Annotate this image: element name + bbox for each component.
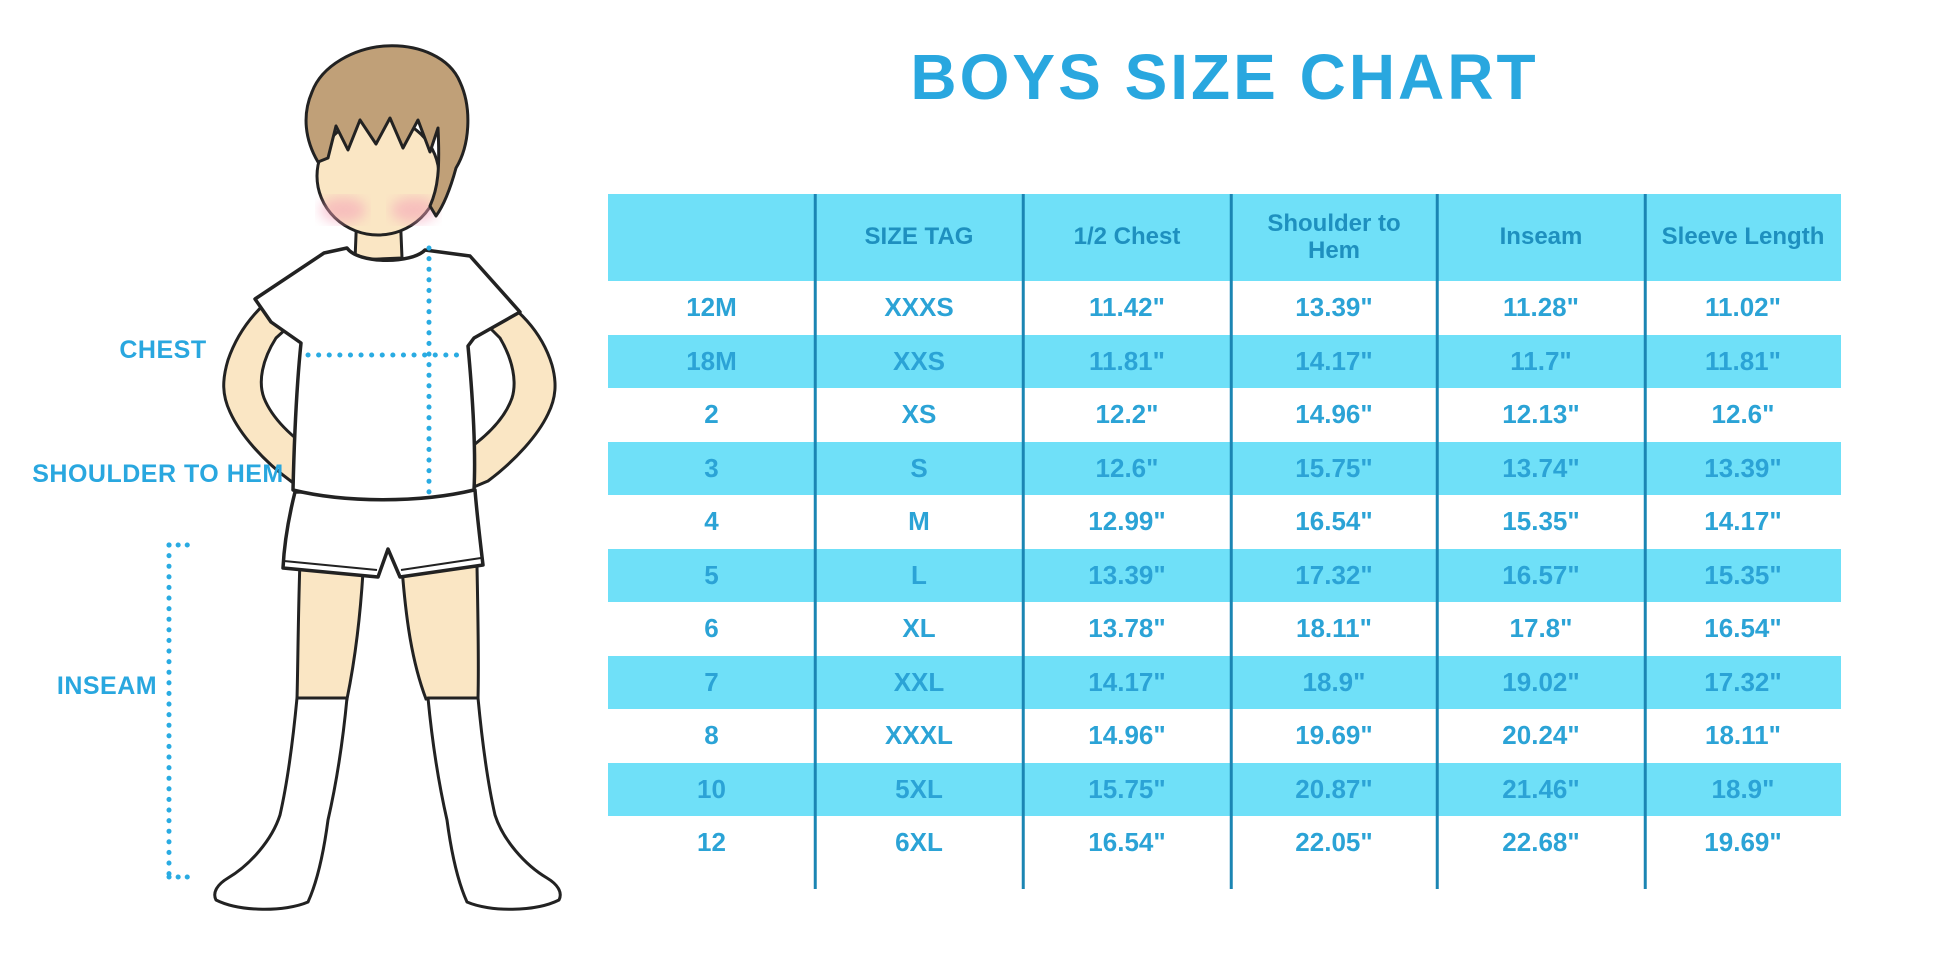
- size-cell: 18M: [608, 334, 815, 388]
- value-cell: 19.69": [1231, 709, 1437, 763]
- value-cell: 12.2": [1023, 388, 1231, 442]
- size-cell: 6: [608, 602, 815, 656]
- value-cell: 5XL: [815, 762, 1023, 816]
- value-cell: 16.57": [1437, 548, 1645, 602]
- column-divider: [1021, 194, 1025, 889]
- boy-left-sock: [213, 696, 349, 911]
- size-cell: 8: [608, 709, 815, 763]
- value-cell: 18.11": [1645, 709, 1841, 763]
- value-cell: 14.96": [1231, 388, 1437, 442]
- size-cell: 2: [608, 388, 815, 442]
- value-cell: 17.8": [1437, 602, 1645, 656]
- value-cell: 19.69": [1645, 816, 1841, 870]
- boy-shirt: [253, 246, 522, 502]
- value-cell: 13.39": [1645, 441, 1841, 495]
- value-cell: XXS: [815, 334, 1023, 388]
- value-cell: 19.02": [1437, 655, 1645, 709]
- boy-illustration: [166, 44, 562, 911]
- value-cell: 22.68": [1437, 816, 1645, 870]
- value-cell: 16.54": [1023, 816, 1231, 870]
- value-cell: 15.75": [1231, 441, 1437, 495]
- boy-left-leg: [295, 558, 365, 701]
- value-cell: 20.24": [1437, 709, 1645, 763]
- value-cell: 11.7": [1437, 334, 1645, 388]
- value-cell: 18.11": [1231, 602, 1437, 656]
- header-cell-blank: [608, 194, 815, 281]
- value-cell: 15.35": [1437, 495, 1645, 549]
- size-cell: 7: [608, 655, 815, 709]
- value-cell: XXXL: [815, 709, 1023, 763]
- boy-right-arm: [456, 286, 557, 494]
- value-cell: 12.6": [1023, 441, 1231, 495]
- column-divider: [1643, 194, 1647, 889]
- value-cell: 15.35": [1645, 548, 1841, 602]
- size-cell: 12: [608, 816, 815, 870]
- value-cell: 14.17": [1645, 495, 1841, 549]
- page-title: BOYS SIZE CHART: [910, 41, 1539, 113]
- value-cell: 17.32": [1231, 548, 1437, 602]
- header-cell: Shoulder to Hem: [1231, 194, 1437, 281]
- value-cell: 16.54": [1645, 602, 1841, 656]
- value-cell: M: [815, 495, 1023, 549]
- value-cell: 11.02": [1645, 281, 1841, 335]
- header-cell: SIZE TAG: [815, 194, 1023, 281]
- boy-hair: [304, 44, 470, 218]
- chest-label: CHEST: [119, 336, 207, 364]
- value-cell: 18.9": [1231, 655, 1437, 709]
- value-cell: 21.46": [1437, 762, 1645, 816]
- value-cell: 6XL: [815, 816, 1023, 870]
- value-cell: 12.99": [1023, 495, 1231, 549]
- value-cell: 13.39": [1023, 548, 1231, 602]
- size-table-wrap: SIZE TAG 1/2 Chest Shoulder to Hem Inseam Sl…: [608, 194, 1841, 889]
- value-cell: 17.32": [1645, 655, 1841, 709]
- size-cell: 5: [608, 548, 815, 602]
- value-cell: 13.39": [1231, 281, 1437, 335]
- header-cell: Sleeve Length: [1645, 194, 1841, 281]
- value-cell: XXXS: [815, 281, 1023, 335]
- value-cell: XL: [815, 602, 1023, 656]
- boy-shorts: [281, 488, 485, 579]
- value-cell: 12.13": [1437, 388, 1645, 442]
- inseam-label: INSEAM: [56, 672, 158, 700]
- value-cell: 11.81": [1023, 334, 1231, 388]
- header-cell: Inseam: [1437, 194, 1645, 281]
- value-cell: 11.28": [1437, 281, 1645, 335]
- value-cell: XS: [815, 388, 1023, 442]
- boy-right-sock: [426, 696, 562, 911]
- size-cell: 10: [608, 762, 815, 816]
- boy-blush: [320, 197, 437, 223]
- value-cell: 14.96": [1023, 709, 1231, 763]
- value-cell: 14.17": [1231, 334, 1437, 388]
- value-cell: 20.87": [1231, 762, 1437, 816]
- value-cell: 13.78": [1023, 602, 1231, 656]
- size-cell: 4: [608, 495, 815, 549]
- size-cell: 3: [608, 441, 815, 495]
- column-divider: [1229, 194, 1233, 889]
- value-cell: 16.54": [1231, 495, 1437, 549]
- value-cell: S: [815, 441, 1023, 495]
- column-divider: [813, 194, 817, 889]
- value-cell: 11.81": [1645, 334, 1841, 388]
- value-cell: 15.75": [1023, 762, 1231, 816]
- column-divider: [1435, 194, 1439, 889]
- header-cell: 1/2 Chest: [1023, 194, 1231, 281]
- value-cell: 13.74": [1437, 441, 1645, 495]
- boy-shorts-cuff-lines: [283, 557, 482, 571]
- shoulder-to-hem-label: SHOULDER TO HEM: [32, 460, 284, 488]
- size-table: SIZE TAG 1/2 Chest Shoulder to Hem Inseam Sl…: [608, 194, 1841, 870]
- value-cell: 11.42": [1023, 281, 1231, 335]
- size-cell: 12M: [608, 281, 815, 335]
- value-cell: L: [815, 548, 1023, 602]
- value-cell: 14.17": [1023, 655, 1231, 709]
- value-cell: 22.05": [1231, 816, 1437, 870]
- value-cell: 18.9": [1645, 762, 1841, 816]
- boy-right-leg: [400, 564, 480, 701]
- value-cell: XXL: [815, 655, 1023, 709]
- value-cell: 12.6": [1645, 388, 1841, 442]
